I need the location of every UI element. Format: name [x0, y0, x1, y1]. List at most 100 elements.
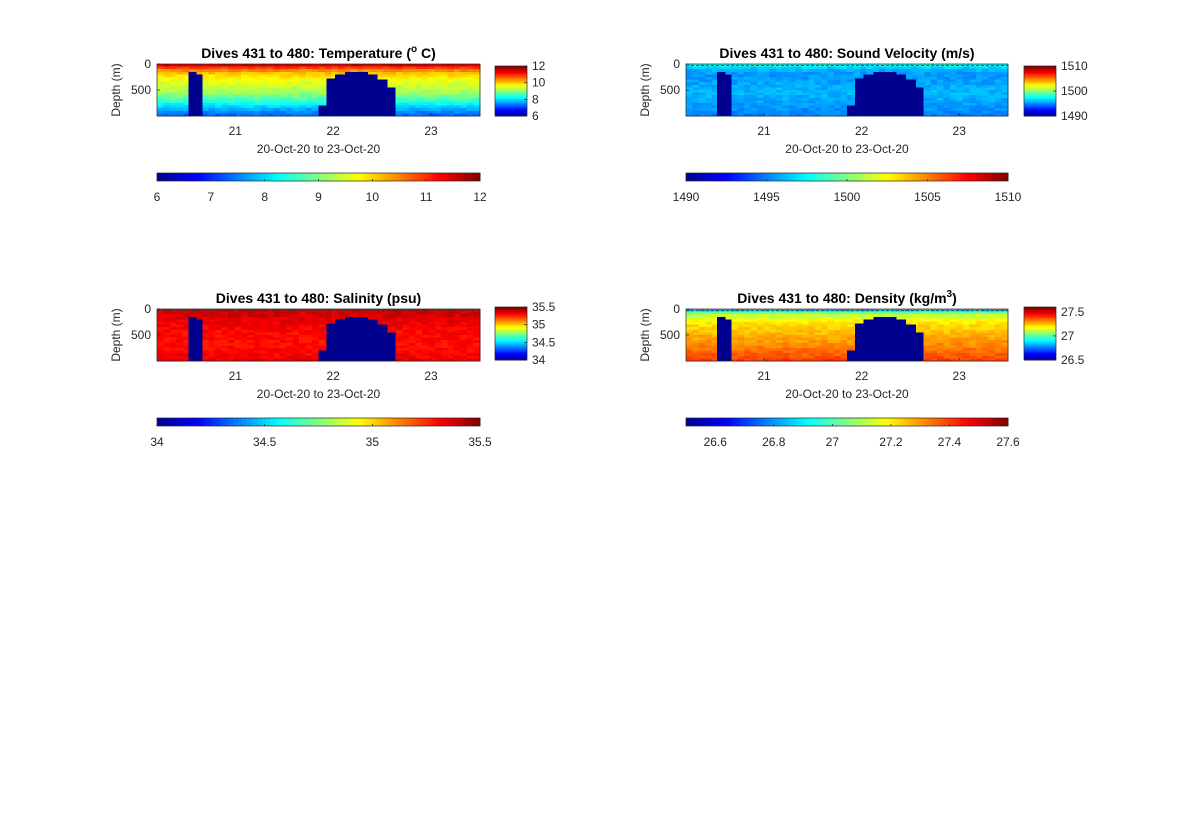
heatmap-cell — [195, 314, 203, 318]
heatmap-cell — [975, 345, 983, 349]
heatmap-cell — [447, 100, 455, 104]
heatmap-cell — [692, 66, 700, 70]
heatmap-cell — [402, 84, 410, 88]
heatmap-cell — [705, 342, 713, 346]
heatmap-cell — [208, 348, 216, 352]
heatmap-cell — [273, 316, 281, 320]
heatmap-cell — [930, 335, 938, 339]
x-tick-label: 21 — [757, 124, 771, 138]
heatmap-cell — [750, 84, 758, 88]
colorbar-swatch — [899, 418, 904, 426]
heatmap-cell — [176, 314, 184, 318]
heatmap-cell — [776, 64, 784, 68]
colorbar-swatch — [1024, 332, 1056, 335]
colorbar-swatch — [306, 418, 312, 426]
heatmap-cell — [982, 84, 990, 88]
heatmap-cell — [847, 314, 855, 318]
heatmap-cell — [182, 87, 190, 91]
heatmap-cell — [228, 92, 236, 96]
heatmap-cell — [253, 311, 261, 315]
heatmap-cell — [447, 332, 455, 336]
heatmap-cell — [273, 69, 281, 73]
colorbar-swatch — [346, 418, 352, 426]
heatmap-cell — [950, 113, 958, 117]
heatmap-cell — [975, 108, 983, 112]
colorbar-swatch — [270, 418, 275, 426]
heatmap-cell — [776, 95, 784, 99]
heatmap-cell — [473, 327, 481, 331]
heatmap-cell — [795, 90, 803, 94]
heatmap-cell — [692, 92, 700, 96]
heatmap-cell — [789, 345, 797, 349]
colorbar-swatch — [495, 84, 527, 87]
heatmap-cell — [776, 335, 784, 339]
heatmap-cell — [789, 319, 797, 323]
no-data-gap — [335, 74, 346, 116]
heatmap-cell — [228, 64, 236, 68]
heatmap-cell — [776, 110, 784, 114]
heatmap-cell — [292, 355, 300, 359]
heatmap-cell — [337, 311, 345, 315]
colorbar-swatch — [282, 418, 287, 426]
colorbar-tick-label: 26.8 — [762, 435, 786, 449]
heatmap-cell — [969, 314, 977, 318]
heatmap-cell — [415, 316, 423, 320]
heatmap-cell — [698, 71, 706, 75]
heatmap-cell — [924, 92, 932, 96]
heatmap-cell — [163, 335, 171, 339]
heatmap-cell — [441, 69, 449, 73]
heatmap-cell — [253, 82, 261, 86]
heatmap-cell — [266, 74, 274, 78]
heatmap-cell — [273, 66, 281, 70]
colorbar-swatch — [495, 325, 527, 328]
colorbar-swatch — [907, 173, 913, 181]
heatmap-cell — [176, 64, 184, 68]
heatmap-cell — [402, 71, 410, 75]
heatmap-cell — [402, 64, 410, 68]
colorbar-swatch — [702, 173, 707, 181]
heatmap-cell — [467, 342, 475, 346]
heatmap-cell — [930, 84, 938, 88]
heatmap-cell — [305, 322, 313, 326]
colorbar-swatch — [495, 73, 527, 76]
colorbar-swatch — [1024, 341, 1056, 344]
heatmap-cell — [324, 71, 333, 75]
heatmap-cell — [228, 327, 236, 331]
heatmap-cell — [840, 353, 848, 357]
heatmap-cell — [441, 329, 449, 333]
colorbar-swatch — [1024, 357, 1056, 360]
heatmap-cell — [460, 92, 468, 96]
heatmap-cell — [686, 97, 694, 101]
heatmap-cell — [279, 113, 287, 117]
heatmap-cell — [750, 69, 758, 73]
heatmap-cell — [782, 74, 790, 78]
heatmap-cell — [904, 66, 912, 70]
no-data-gap — [188, 316, 197, 361]
heatmap-cell — [711, 319, 719, 323]
colorbar-swatch — [959, 173, 965, 181]
colorbar-swatch — [193, 173, 198, 181]
heatmap-cell — [176, 69, 184, 73]
heatmap-cell — [962, 311, 970, 315]
heatmap-cell — [975, 87, 983, 91]
heatmap-cell — [221, 87, 229, 91]
colorbar-tick-label: 8 — [532, 92, 539, 106]
heatmap-cell — [956, 329, 964, 333]
heatmap-cell — [215, 66, 223, 70]
heatmap-cell — [169, 340, 177, 344]
heatmap-cell — [782, 322, 790, 326]
heatmap-cell — [692, 64, 700, 68]
heatmap-cell — [814, 95, 822, 99]
heatmap-cell — [434, 348, 442, 352]
heatmap-cell — [428, 337, 436, 341]
heatmap-cell — [208, 100, 216, 104]
colorbar-swatch — [495, 93, 527, 96]
heatmap-cell — [221, 100, 229, 104]
heatmap-cell — [421, 69, 429, 73]
heatmap-cell — [396, 348, 404, 352]
heatmap-cell — [279, 90, 287, 94]
heatmap-cell — [705, 327, 713, 331]
heatmap-cell — [228, 84, 236, 88]
heatmap-cell — [221, 82, 229, 86]
heatmap-cell — [228, 311, 236, 315]
